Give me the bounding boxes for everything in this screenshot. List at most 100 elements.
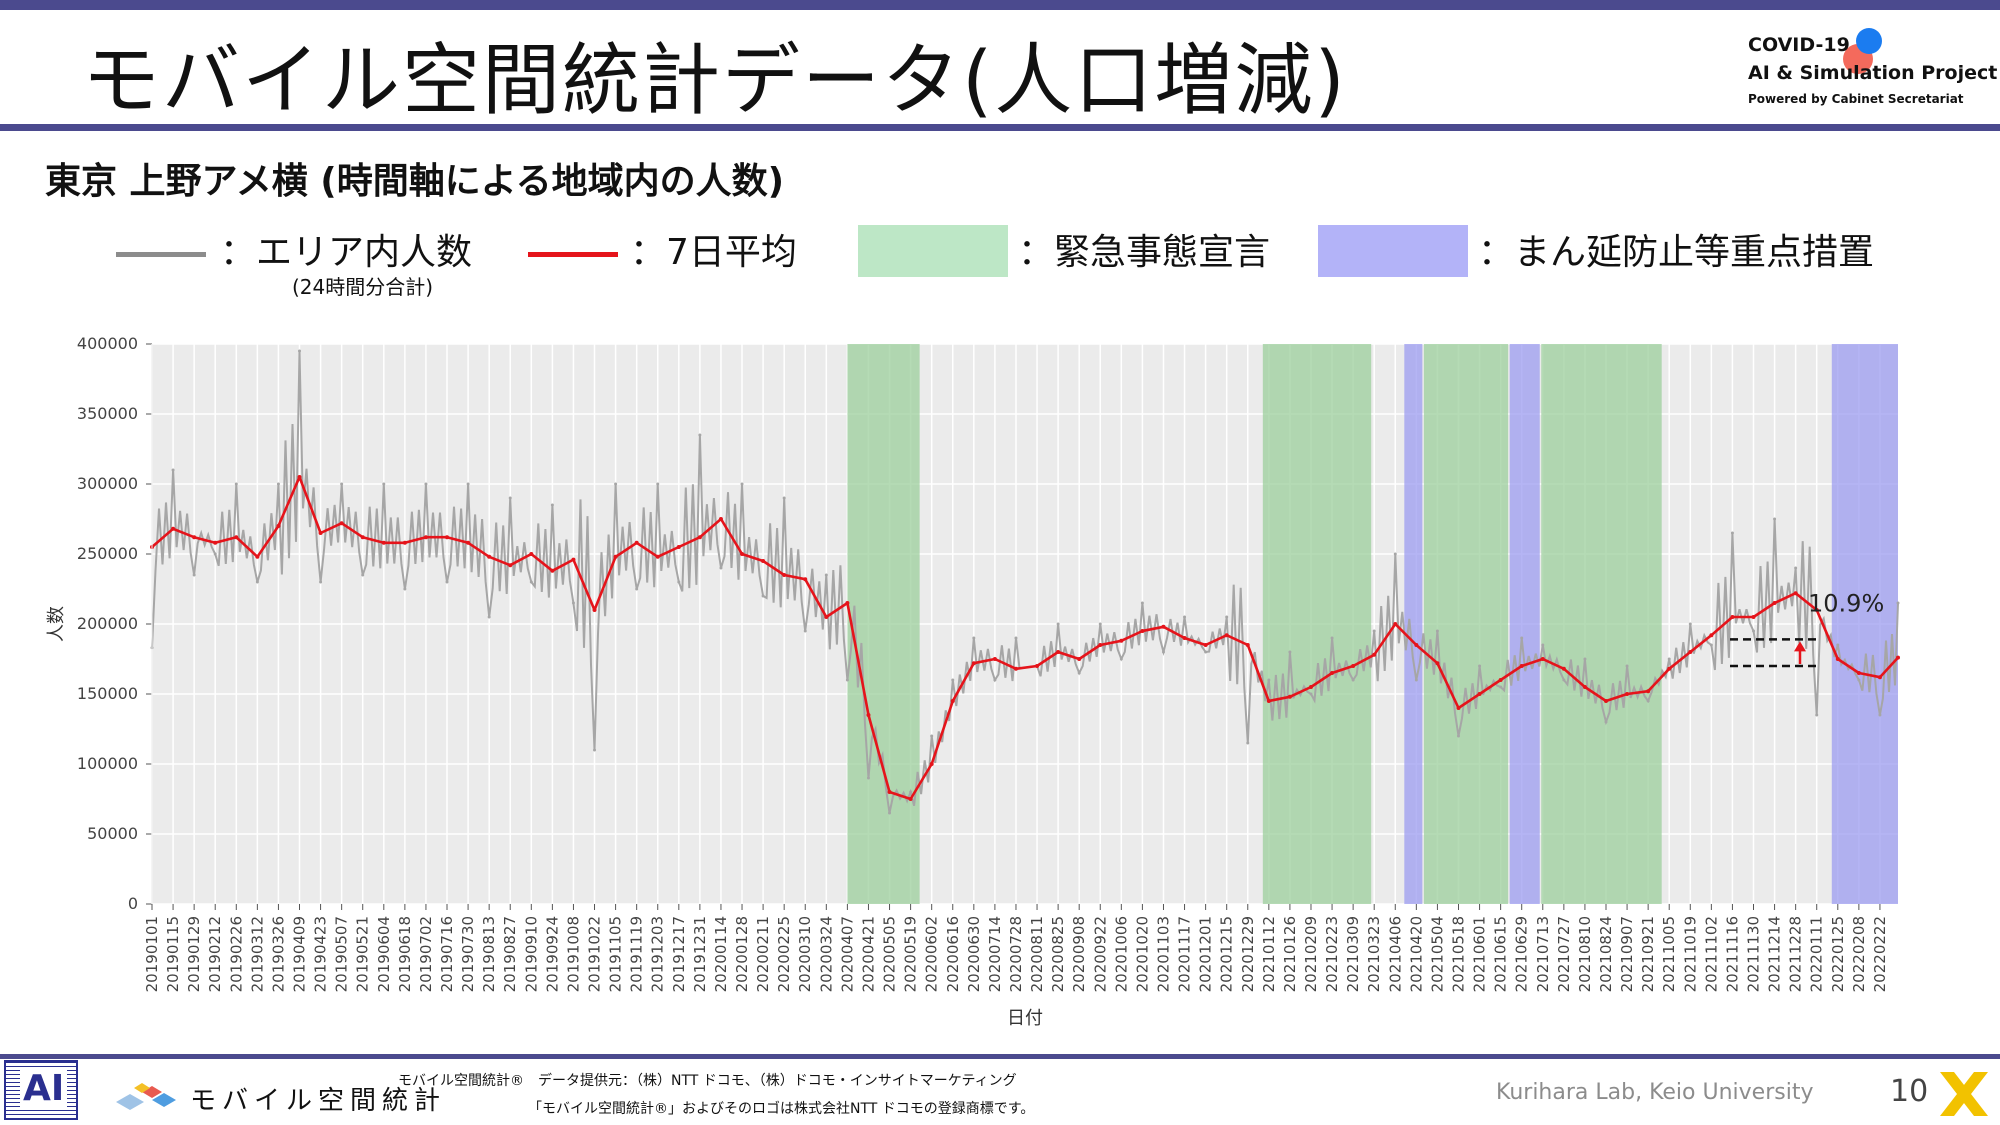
raw-point xyxy=(1330,636,1334,640)
x-tick-label: 20210907 xyxy=(1618,916,1636,992)
avg-point xyxy=(866,713,871,717)
avg-point xyxy=(971,661,976,666)
x-tick-label: 20220111 xyxy=(1808,916,1826,992)
x-tick-label: 20190101 xyxy=(143,916,161,992)
x-tick-label: 20191008 xyxy=(564,916,582,992)
x-tick-label: 20201201 xyxy=(1197,916,1215,992)
x-tick-label: 20210713 xyxy=(1534,916,1552,992)
avg-point xyxy=(634,540,639,545)
y-tick-label: 100000 xyxy=(77,754,138,773)
emergency-band xyxy=(1541,344,1662,904)
x-tick-label: 20201103 xyxy=(1154,916,1172,992)
raw-point xyxy=(1667,657,1671,661)
avg-point xyxy=(740,552,745,556)
avg-point xyxy=(1308,685,1313,689)
x-tick-label: 20190604 xyxy=(375,916,393,992)
x-tick-label: 20211228 xyxy=(1787,916,1805,992)
raw-point xyxy=(677,580,681,584)
x-tick-label: 20190226 xyxy=(227,916,245,992)
raw-point xyxy=(1625,664,1629,668)
avg-point xyxy=(1877,675,1882,680)
covid-project-logo: COVID-19 AI & Simulation Project Powered… xyxy=(1748,28,1997,118)
x-tick-label: 20190813 xyxy=(480,916,498,992)
avg-point xyxy=(1056,650,1061,654)
raw-point xyxy=(1878,713,1882,717)
y-tick-label: 50000 xyxy=(87,824,138,843)
x-axis-label: 日付 xyxy=(1007,1008,1043,1029)
x-tick-label: 20200310 xyxy=(796,916,814,992)
logo-blue-dot xyxy=(1856,28,1882,54)
raw-point xyxy=(1183,615,1187,619)
avg-point xyxy=(1203,643,1208,647)
raw-point xyxy=(234,482,238,486)
avg-point xyxy=(276,524,281,528)
mobile-stats-logo-text: モバイル空間統計 xyxy=(190,1086,447,1116)
raw-point xyxy=(213,552,217,556)
raw-point xyxy=(424,482,428,486)
x-tick-label: 20200811 xyxy=(1028,916,1046,992)
x-tick-label: 20220208 xyxy=(1850,916,1868,992)
raw-point xyxy=(171,468,175,472)
raw-point xyxy=(656,482,660,486)
raw-point xyxy=(803,629,807,633)
avg-point xyxy=(1793,591,1798,596)
raw-point xyxy=(1140,601,1144,605)
avg-point xyxy=(1646,689,1651,694)
x-tick-label: 20211214 xyxy=(1766,916,1784,992)
top-bar xyxy=(0,0,2000,10)
raw-point xyxy=(1896,601,1900,605)
x-tick-label: 20210518 xyxy=(1449,916,1467,992)
raw-point xyxy=(255,580,259,584)
x-tick-label: 20190716 xyxy=(438,916,456,992)
x-tick-label: 20200211 xyxy=(754,916,772,992)
raw-point xyxy=(1773,517,1777,521)
raw-point xyxy=(698,433,702,437)
raw-point xyxy=(298,349,302,353)
avg-point xyxy=(676,545,681,549)
x-tick-label: 20210126 xyxy=(1281,916,1299,992)
avg-point xyxy=(718,517,723,521)
legend-raw-label: ：エリア内人数 xyxy=(220,232,473,273)
raw-point xyxy=(930,734,934,738)
raw-point xyxy=(192,573,196,577)
x-tick-label: 20190129 xyxy=(185,916,203,992)
x-tick-label: 20210112 xyxy=(1260,916,1278,992)
annotation-label: 10.9% xyxy=(1808,589,1884,617)
lab-credit: Kurihara Lab, Keio University xyxy=(1496,1080,1814,1105)
raw-point xyxy=(845,678,849,682)
raw-point xyxy=(635,587,639,591)
legend-priority-label: ：まん延防止等重点措置 xyxy=(1478,232,1875,273)
raw-point xyxy=(1646,699,1650,703)
raw-point xyxy=(1709,643,1713,647)
x-tick-label: 20211019 xyxy=(1681,916,1699,992)
avg-point xyxy=(1266,699,1271,703)
x-tick-label: 20211005 xyxy=(1660,916,1678,992)
avg-point xyxy=(1896,655,1900,660)
avg-point xyxy=(1224,633,1229,638)
x-tick-label: 20200922 xyxy=(1091,916,1109,992)
x-tick-label: 20210824 xyxy=(1597,916,1615,992)
logo-line-3: Powered by Cabinet Secretariat xyxy=(1748,92,1964,106)
avg-point xyxy=(1856,671,1861,675)
x-tick-label: 20191022 xyxy=(586,916,604,992)
x-tick-label: 20210209 xyxy=(1302,916,1320,992)
x-tick-label: 20190730 xyxy=(459,916,477,992)
avg-point xyxy=(1393,622,1398,626)
x-tick-label: 20210504 xyxy=(1428,916,1446,992)
avg-point xyxy=(487,554,492,559)
raw-point xyxy=(571,601,575,605)
data-provider-note: モバイル空間統計® データ提供元：（株）NTT ドコモ、（株）ドコモ・インサイト… xyxy=(398,1073,1017,1089)
x-tick-label: 20200825 xyxy=(1049,916,1067,992)
avg-point xyxy=(550,568,555,573)
x-tick-label: 20211102 xyxy=(1702,916,1720,992)
x-tick-label: 20210223 xyxy=(1323,916,1341,992)
series-7day-average xyxy=(151,475,1899,801)
raw-point xyxy=(487,615,491,619)
legend: ：エリア内人数 (24時間分合計) ：7日平均 ：緊急事態宣言 ：まん延防止等重… xyxy=(0,215,2000,305)
x-tick-label: 20200630 xyxy=(965,916,983,992)
avg-point xyxy=(445,535,450,540)
x-tick-label: 20200225 xyxy=(775,916,793,992)
x-tick-label: 20210420 xyxy=(1407,916,1425,992)
logo-line-1: COVID-19 xyxy=(1748,34,1850,56)
x-tick-label: 20210309 xyxy=(1344,916,1362,992)
